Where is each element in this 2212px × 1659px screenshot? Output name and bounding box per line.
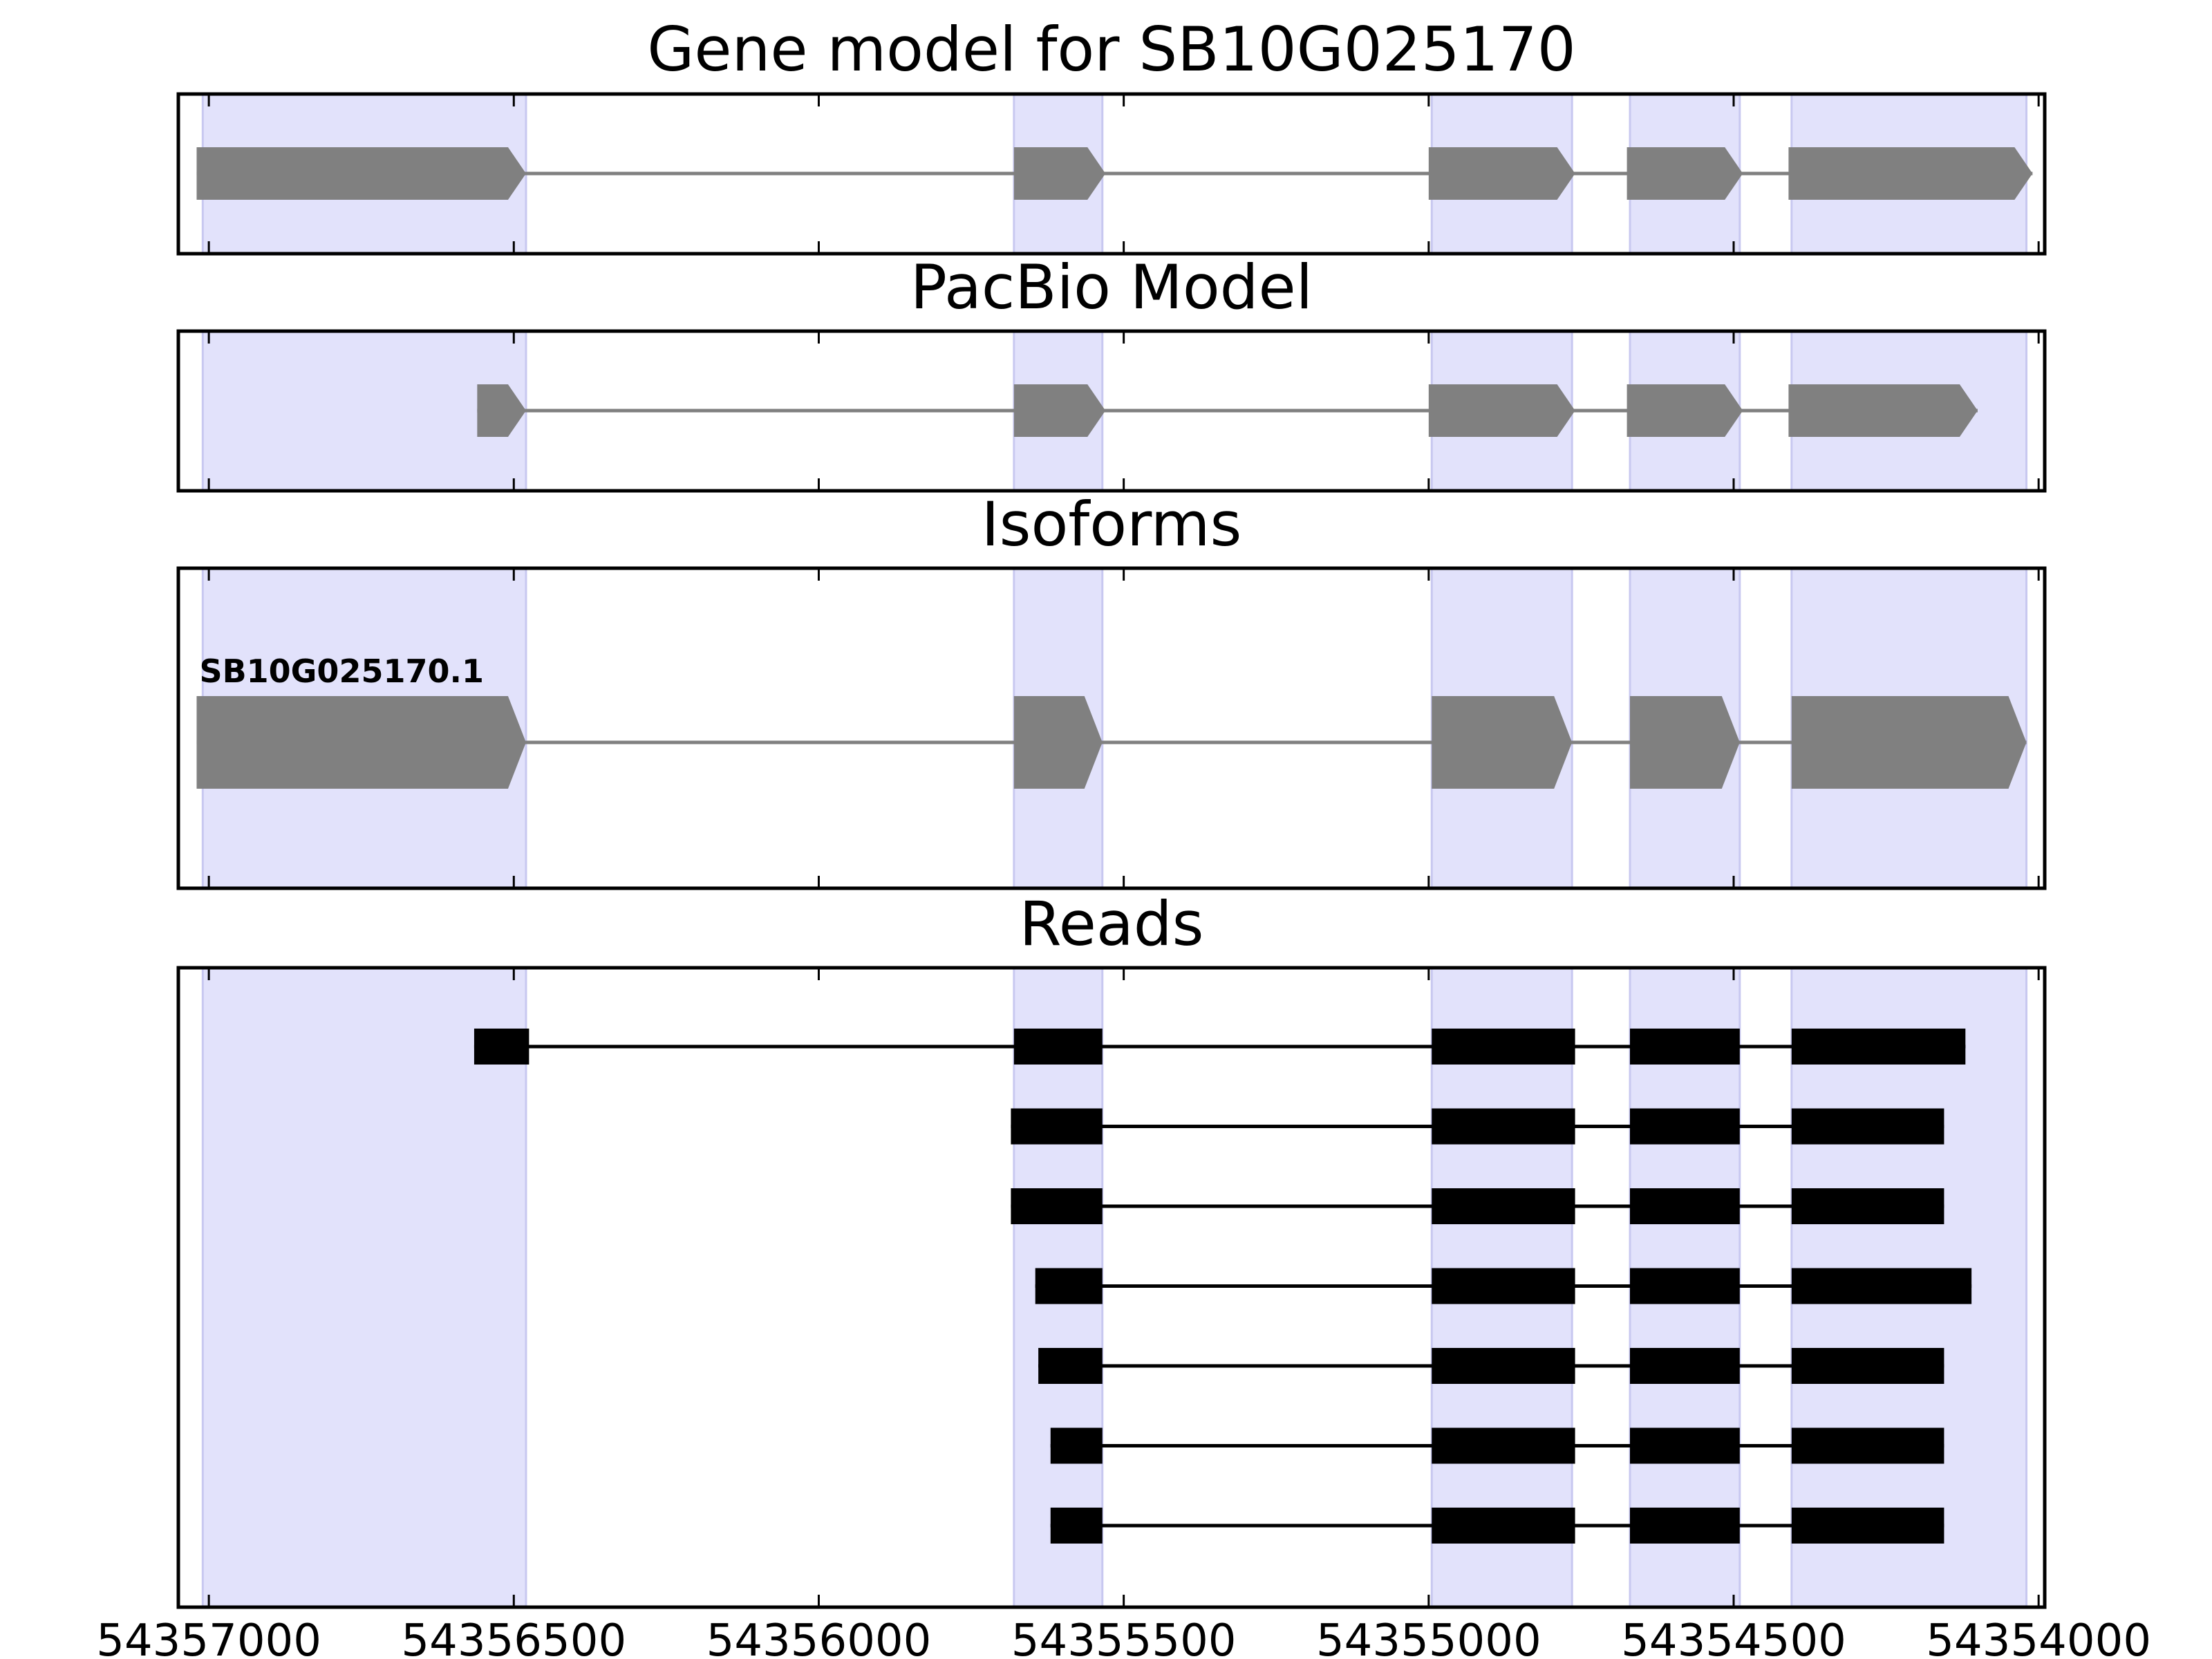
read-exon-block	[1432, 1268, 1575, 1304]
exon-arrow	[1788, 384, 1978, 437]
panel-gene: Gene model for SB10G025170	[176, 14, 2047, 256]
read-exon-block	[1011, 1188, 1103, 1224]
read-exon-block	[1791, 1108, 1944, 1145]
x-tick-label: 54356000	[706, 1615, 932, 1659]
read-exon-block	[1432, 1029, 1575, 1065]
panel-title: Gene model for SB10G025170	[647, 14, 1576, 85]
read-exon-block	[1432, 1108, 1575, 1145]
read-exon-block	[1630, 1348, 1740, 1384]
read-exon-block	[1630, 1108, 1740, 1145]
exon-arrow	[477, 384, 526, 437]
read-exon-block	[1791, 1348, 1944, 1384]
x-tick-label: 54357000	[96, 1615, 321, 1659]
exon-arrow	[1788, 147, 2033, 200]
panel-pacbio: PacBio Model	[176, 252, 2047, 493]
exon-arrow	[196, 696, 526, 789]
read-exon-block	[1432, 1508, 1575, 1544]
isoform-label: SB10G025170.1	[199, 653, 483, 690]
read-exon-block	[1050, 1427, 1103, 1464]
exon-arrow	[1013, 696, 1103, 789]
panel-title: Reads	[1020, 888, 1204, 959]
read-exon-block	[1791, 1188, 1944, 1224]
read-exon-block	[1050, 1508, 1103, 1544]
read-exon-block	[1630, 1508, 1740, 1544]
x-tick-label: 54354500	[1621, 1615, 1846, 1659]
panels-layer: Gene model for SB10G025170 PacBio Model Is…	[176, 14, 2047, 1609]
exon-arrow	[1627, 384, 1743, 437]
read-exon-block	[1791, 1029, 1966, 1065]
exon-highlight-band	[201, 330, 527, 492]
exon-arrow	[1013, 384, 1106, 437]
x-axis-labels: 54357000 54356500 54356000 54355500 54355000…	[96, 1615, 2151, 1659]
exon-arrow	[196, 147, 526, 200]
exon-arrow	[1013, 147, 1106, 200]
read-exon-block	[1630, 1268, 1740, 1304]
read-exon-block	[1011, 1108, 1103, 1145]
exon-arrow	[1432, 696, 1573, 789]
panel-isoforms: Isoforms SB10G025170.1	[176, 489, 2047, 890]
read-exon-block	[1035, 1268, 1103, 1304]
read-exon-block	[1038, 1348, 1103, 1384]
x-tick-label: 54354000	[1926, 1615, 2151, 1659]
panel-reads: Reads	[176, 888, 2047, 1609]
panel-frame	[176, 566, 2047, 890]
x-tick-label: 54355000	[1316, 1615, 1541, 1659]
exon-arrow	[1791, 696, 2027, 789]
panel-frame	[176, 329, 2047, 493]
read-exon-block	[1432, 1188, 1575, 1224]
read-exon-block	[1630, 1188, 1740, 1224]
read-exon-block	[1432, 1427, 1575, 1464]
x-tick-label: 54356500	[401, 1615, 626, 1659]
read-exon-block	[1791, 1427, 1944, 1464]
exon-arrow	[1428, 384, 1575, 437]
read-exon-block	[1791, 1508, 1944, 1544]
read-exon-block	[1630, 1029, 1740, 1065]
read-exon-block	[474, 1029, 529, 1065]
exon-arrow	[1428, 147, 1575, 200]
read-exon-block	[1013, 1029, 1103, 1065]
panel-frame	[176, 966, 2047, 1609]
panel-title: PacBio Model	[910, 252, 1313, 323]
exon-arrow	[1630, 696, 1740, 789]
read-exon-block	[1791, 1268, 1972, 1304]
read-exon-block	[1630, 1427, 1740, 1464]
panel-frame	[176, 92, 2047, 256]
panel-title: Isoforms	[982, 489, 1242, 560]
exon-arrow	[1627, 147, 1743, 200]
x-tick-label: 54355500	[1011, 1615, 1237, 1659]
read-exon-block	[1432, 1348, 1575, 1384]
